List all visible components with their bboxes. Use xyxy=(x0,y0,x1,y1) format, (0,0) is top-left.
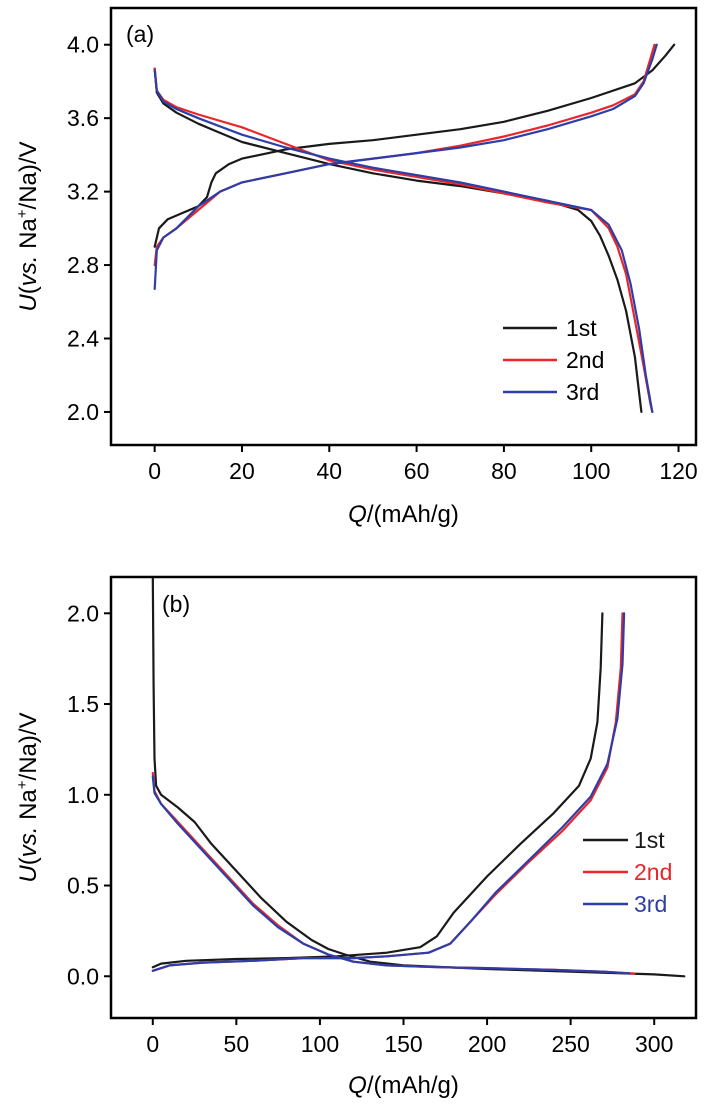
x-axis-label-unit: /(mAh/g) xyxy=(367,501,459,528)
series-3rd-branch-b xyxy=(151,612,626,972)
y-axis-label-open: ( xyxy=(15,286,42,294)
series-1st-branch-a xyxy=(153,43,676,248)
x-tick-label: 150 xyxy=(384,1031,422,1057)
plot-frame xyxy=(109,575,698,1020)
x-tick-label: 0 xyxy=(146,1031,159,1057)
x-axis-label-symbol: Q xyxy=(348,501,367,528)
series-2nd-branch-b xyxy=(153,67,654,413)
y-axis-label-u: U xyxy=(15,865,42,883)
plot-frame xyxy=(109,6,698,447)
y-tick-label: 2.0 xyxy=(67,399,99,425)
x-tick-label: 300 xyxy=(635,1031,673,1057)
x-tick-label: 100 xyxy=(572,458,610,484)
x-tick-label: 250 xyxy=(551,1031,589,1057)
y-tick-label: 1.0 xyxy=(67,782,99,808)
y-axis-label: U(vs. Na+/Na)/V xyxy=(14,712,42,882)
y-axis-label-u: U xyxy=(15,294,42,312)
x-tick-label: 120 xyxy=(659,458,697,484)
x-tick-label: 60 xyxy=(404,458,430,484)
y-axis-label-rest: /Na)/V xyxy=(15,712,42,780)
y-tick-label: 3.6 xyxy=(67,105,99,131)
y-tick-label: 0.0 xyxy=(67,963,99,989)
y-axis-label-na: Na xyxy=(15,789,42,827)
series-2nd-branch-b xyxy=(151,612,624,972)
legend-label-2nd: 2nd xyxy=(634,859,672,885)
y-axis-label-sup: + xyxy=(14,780,31,789)
series-1st-branch-b xyxy=(153,67,643,413)
legend-label-2nd: 2nd xyxy=(566,347,604,373)
y-tick-label: 2.0 xyxy=(67,600,99,626)
x-axis-label-symbol: Q xyxy=(348,1072,367,1099)
y-axis-label-na: Na xyxy=(15,218,42,256)
legend-label-3rd: 3rd xyxy=(566,379,599,405)
y-axis-label-vs: vs. xyxy=(15,827,42,858)
y-axis-label-open: ( xyxy=(15,857,42,865)
legend-label-3rd: 3rd xyxy=(634,891,667,917)
series-3rd-branch-a xyxy=(153,43,658,290)
y-tick-label: 3.2 xyxy=(67,179,99,205)
y-tick-label: 2.4 xyxy=(67,326,99,352)
panel-tag: (a) xyxy=(126,21,154,47)
x-tick-label: 100 xyxy=(301,1031,339,1057)
panel-tag: (b) xyxy=(162,591,190,617)
y-tick-label: 1.5 xyxy=(67,691,99,717)
x-tick-label: 50 xyxy=(224,1031,250,1057)
x-tick-label: 80 xyxy=(491,458,517,484)
series-3rd-branch-b xyxy=(153,69,654,413)
x-axis-label: Q/(mAh/g) xyxy=(348,501,459,528)
series-1st-branch-a xyxy=(151,577,686,978)
y-tick-label: 2.8 xyxy=(67,252,99,278)
y-tick-label: 4.0 xyxy=(67,32,99,58)
y-axis-label-vs: vs. xyxy=(15,256,42,287)
x-tick-label: 20 xyxy=(229,458,255,484)
y-axis-label-rest: /Na)/V xyxy=(15,141,42,209)
y-tick-label: 0.5 xyxy=(67,873,99,899)
x-tick-label: 40 xyxy=(316,458,342,484)
panel-b: 0 50 100 150 200 250 300 0.0 0.5 1.0 1.5 2.0 (b) Q/(m… xyxy=(14,575,698,1099)
legend-label-1st: 1st xyxy=(634,827,665,853)
x-axis-label-unit: /(mAh/g) xyxy=(367,1072,459,1099)
series-1st-branch-b xyxy=(151,612,604,969)
x-tick-label: 200 xyxy=(468,1031,506,1057)
series-3rd-branch-a xyxy=(151,775,631,975)
y-axis-label-sup: + xyxy=(14,209,31,218)
panel-a: 0 20 40 60 80 100 120 2.0 2.4 2.8 3.2 3.6 4.0 (a) Q/(m… xyxy=(14,6,698,528)
y-axis-label: U(vs. Na+/Na)/V xyxy=(14,141,42,311)
x-axis-label: Q/(mAh/g) xyxy=(348,1072,459,1099)
x-tick-label: 0 xyxy=(148,458,161,484)
legend-label-1st: 1st xyxy=(566,315,597,341)
